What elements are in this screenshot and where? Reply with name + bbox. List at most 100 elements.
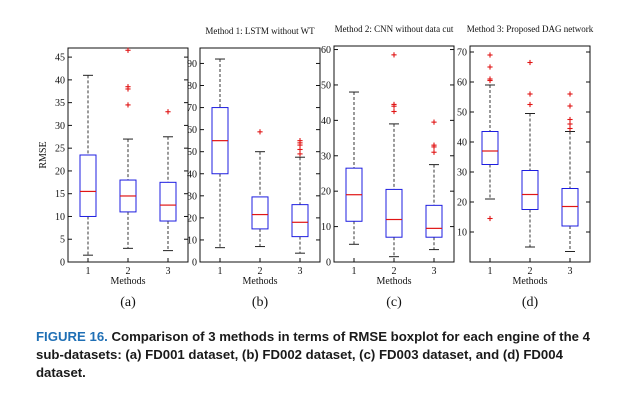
outlier-point <box>391 101 397 108</box>
box-iqr <box>385 188 403 238</box>
y-tick-label: 60 <box>321 45 331 56</box>
y-tick-label: 0 <box>192 258 197 269</box>
panel-title: Method 3: Proposed DAG network <box>467 24 594 34</box>
box-iqr <box>561 188 579 227</box>
x-axis-label: Methods <box>513 276 548 287</box>
caption-lead: FIGURE 16. <box>36 329 108 344</box>
y-tick-label: 70 <box>187 103 197 114</box>
x-axis-label: Methods <box>377 276 412 287</box>
y-tick-label: 20 <box>187 213 197 224</box>
outlier-point <box>527 101 533 108</box>
y-tick-label: 70 <box>457 48 467 59</box>
outlier-point <box>391 52 397 58</box>
y-tick-label: 35 <box>55 98 65 109</box>
x-tick-label: 3 <box>568 266 573 277</box>
y-tick-label: 10 <box>321 222 331 233</box>
y-tick-label: 5 <box>60 235 65 246</box>
figure-caption: FIGURE 16. Comparison of 3 methods in te… <box>36 328 606 382</box>
y-tick-label: 60 <box>457 78 467 89</box>
panel-label: (d) <box>522 295 539 310</box>
y-tick-label: 10 <box>187 235 197 246</box>
x-axis-label: Methods <box>111 276 146 287</box>
outlier-point <box>391 108 397 115</box>
y-tick-label: 20 <box>55 166 65 177</box>
y-tick-label: 45 <box>55 53 65 64</box>
y-tick-label: 50 <box>187 147 197 158</box>
outlier-point <box>257 129 263 135</box>
y-tick-label: 80 <box>187 81 197 92</box>
outlier-point <box>431 142 437 148</box>
y-tick-label: 0 <box>60 258 65 269</box>
panel-label: (a) <box>120 295 136 310</box>
box-iqr <box>159 181 177 222</box>
y-tick-label: 40 <box>55 75 65 86</box>
outlier-point <box>527 91 533 97</box>
outlier-point <box>125 47 131 53</box>
x-tick-label: 3 <box>298 266 303 277</box>
y-tick-label: 40 <box>187 169 197 180</box>
outlier-point <box>297 151 303 157</box>
y-tick-label: 10 <box>55 212 65 223</box>
boxplot-panel-4: Method 3: Proposed DAG network 10 20 30 40 50… <box>457 24 594 310</box>
outlier-point <box>297 138 303 144</box>
box-iqr <box>521 170 539 210</box>
y-tick-label: 10 <box>457 228 467 239</box>
outlier-point <box>567 91 573 97</box>
outlier-point <box>487 52 493 58</box>
x-tick-label: 1 <box>488 266 493 277</box>
y-tick-label: 15 <box>55 189 65 200</box>
y-tick-label: 40 <box>457 138 467 149</box>
outlier-point <box>165 109 171 115</box>
x-tick-label: 1 <box>352 266 357 277</box>
y-axis-label: RMSE <box>38 141 49 168</box>
y-tick-label: 30 <box>187 191 197 202</box>
caption-text: Comparison of 3 methods in terms of RMSE… <box>36 329 590 380</box>
boxplot-panel-1: 0 5 10 15 20 25 30 35 40 45 RMSE 1 2 3 Methods (a) <box>38 47 189 310</box>
outlier-point <box>527 59 533 66</box>
panel-label: (c) <box>386 295 402 310</box>
outlier-point <box>125 102 131 108</box>
y-tick-label: 20 <box>321 187 331 198</box>
y-tick-label: 50 <box>457 108 467 119</box>
x-tick-label: 1 <box>218 266 223 277</box>
y-tick-label: 90 <box>187 59 197 70</box>
box-iqr <box>251 196 269 230</box>
outlier-point <box>567 125 573 132</box>
y-tick-label: 0 <box>326 258 331 269</box>
outlier-point <box>431 149 437 155</box>
outlier-point <box>297 146 303 153</box>
y-tick-label: 40 <box>321 116 331 127</box>
x-tick-label: 2 <box>126 266 131 277</box>
panel-title: Method 2: CNN without data cut <box>335 24 454 34</box>
outlier-point <box>487 215 493 222</box>
box-iqr <box>79 154 97 217</box>
outlier-point <box>487 64 493 70</box>
outlier-point <box>487 76 493 82</box>
x-tick-label: 2 <box>258 266 263 277</box>
outlier-point <box>567 103 573 109</box>
x-axis-label: Methods <box>243 276 278 287</box>
outlier-point <box>567 116 573 123</box>
panel-label: (b) <box>252 295 269 310</box>
y-tick-label: 30 <box>321 151 331 162</box>
y-tick-label: 30 <box>457 168 467 179</box>
x-tick-label: 1 <box>86 266 91 277</box>
boxplot-panel-3: Method 2: CNN without data cut 0 10 20 30 40 5… <box>321 24 455 310</box>
panel-title: Method 1: LSTM without WT <box>205 26 315 36</box>
y-tick-label: 60 <box>187 125 197 136</box>
outlier-point <box>431 119 437 125</box>
box-iqr <box>481 131 499 165</box>
y-tick-label: 20 <box>457 198 467 209</box>
x-tick-label: 2 <box>528 266 533 277</box>
boxplot-panel-2: Method 1: LSTM without WT 0 10 20 30 40 50 60 70… <box>187 26 321 310</box>
x-tick-label: 3 <box>432 266 437 277</box>
outlier-point <box>125 84 131 90</box>
box-iqr <box>425 204 443 238</box>
x-tick-label: 3 <box>166 266 171 277</box>
outlier-point <box>567 121 573 127</box>
y-tick-label: 25 <box>55 144 65 155</box>
y-tick-label: 30 <box>55 121 65 132</box>
box-iqr <box>291 204 309 238</box>
y-tick-label: 50 <box>321 80 331 91</box>
